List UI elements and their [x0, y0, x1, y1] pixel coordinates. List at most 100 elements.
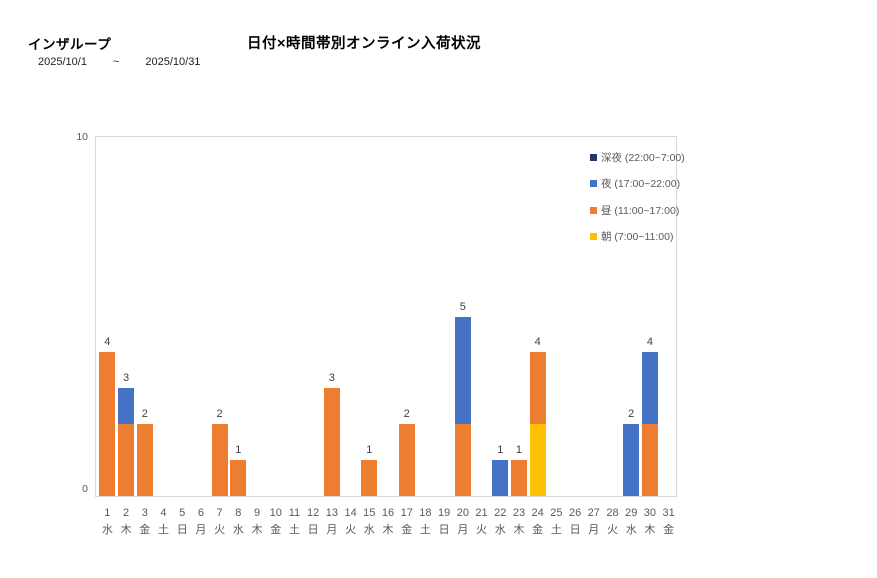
legend-item: 昼 (11:00~17:00)	[590, 203, 750, 217]
x-axis-day-number: 26	[568, 507, 582, 519]
bar-segment	[454, 316, 471, 425]
date-from-value: 2025/10/1	[38, 56, 87, 68]
bar-segment	[118, 388, 135, 425]
x-axis-weekday: 木	[382, 524, 394, 536]
x-axis-label: 27 月	[582, 505, 606, 539]
x-axis-weekday: 土	[419, 524, 431, 536]
x-axis-day-number: 12	[307, 507, 320, 519]
legend-swatch-icon	[590, 233, 597, 240]
bar-value-label: 3	[123, 372, 130, 385]
x-axis-weekday: 水	[625, 524, 637, 536]
x-axis-day-number: 4	[160, 507, 167, 519]
bar-segment	[454, 424, 471, 496]
legend-swatch-icon	[590, 180, 597, 187]
x-axis-day-number: 10	[269, 507, 282, 519]
x-axis-weekday: 日	[176, 524, 188, 536]
x-axis-day-number: 1	[104, 507, 111, 519]
x-axis-weekday: 日	[438, 524, 450, 536]
x-axis-weekday: 土	[157, 524, 169, 536]
x-axis-weekday: 火	[607, 524, 619, 536]
x-axis-label: 28 火	[601, 505, 625, 539]
legend-label: 朝 (7:00~11:00)	[601, 231, 674, 243]
x-axis-weekday: 水	[101, 524, 113, 536]
bar-segment	[510, 460, 527, 496]
bar-segment	[529, 352, 546, 425]
x-axis-day-number: 16	[381, 507, 395, 519]
x-axis-weekday: 火	[345, 524, 357, 536]
y-axis-tick-zero: 0	[82, 483, 88, 495]
x-axis-day-number: 29	[625, 507, 638, 519]
x-axis-label: 12 日	[301, 505, 325, 539]
x-axis-weekday: 木	[120, 524, 132, 536]
bar-value-label: 1	[366, 444, 373, 457]
bar-segment	[323, 388, 340, 496]
x-axis-weekday: 金	[401, 524, 413, 536]
x-axis-weekday: 木	[251, 524, 263, 536]
chart-legend: 深夜 (22:00~7:00) 夜 (17:00~22:00) 昼 (11:00~1…	[590, 150, 750, 256]
bar-value-label: 1	[515, 444, 523, 457]
legend-label: 昼 (11:00~17:00)	[601, 204, 680, 217]
bar-segment	[361, 460, 378, 496]
x-axis-weekday: 木	[513, 524, 525, 536]
x-axis-weekday: 日	[307, 524, 319, 536]
x-axis-weekday: 火	[214, 524, 226, 536]
x-axis-day-number: 13	[325, 507, 338, 519]
x-axis-label: 20 月	[451, 505, 475, 539]
bar-value-label: 2	[216, 408, 223, 421]
legend-label: 夜 (17:00~22:00)	[601, 178, 681, 190]
x-axis-day-number: 24	[531, 507, 544, 519]
x-axis-day-number: 25	[550, 507, 563, 519]
x-axis-day-number: 23	[512, 507, 526, 519]
legend-swatch-icon	[590, 153, 597, 161]
x-axis-day-number: 21	[475, 507, 488, 519]
x-axis-label: 29 水	[619, 505, 643, 539]
y-axis-tick-max: 10	[76, 131, 88, 143]
bar-value-label: 2	[403, 408, 410, 421]
x-axis-day-number: 17	[400, 507, 413, 519]
bar-segment	[492, 460, 509, 496]
x-axis-label: 10 金	[264, 505, 288, 539]
bar-segment	[641, 424, 658, 496]
x-axis-day-number: 11	[288, 507, 301, 519]
x-axis-weekday: 土	[288, 524, 300, 536]
x-axis-label: 23 木	[507, 505, 531, 539]
bar-value-label: 4	[646, 336, 653, 349]
x-axis-day-number: 9	[253, 507, 261, 519]
x-axis-day-number: 5	[179, 507, 186, 519]
x-axis-day-number: 8	[235, 507, 242, 519]
x-axis-label: 11 土	[282, 505, 306, 539]
x-axis-day-number: 22	[494, 507, 507, 519]
x-axis-weekday: 水	[494, 524, 506, 536]
x-axis-day-number: 7	[216, 507, 223, 519]
date-range-separator: ~	[112, 56, 120, 68]
x-axis-label: 25 土	[544, 505, 568, 539]
bar-value-label: 4	[104, 336, 111, 349]
x-axis-label: 22 水	[488, 505, 512, 539]
x-axis-label: 26 日	[563, 505, 587, 539]
bar-segment	[118, 424, 135, 496]
x-axis-label: 30 木	[638, 505, 662, 539]
legend-item: 深夜 (22:00~7:00)	[590, 150, 750, 164]
x-axis-label: 18 土	[413, 505, 437, 539]
date-to-value: 2025/10/31	[145, 56, 201, 68]
x-axis-weekday: 木	[644, 524, 656, 536]
x-axis-day-number: 14	[344, 507, 357, 519]
x-axis-label: 14 火	[339, 505, 363, 539]
brand-title: インザループ	[28, 37, 112, 52]
bar-value-label: 4	[534, 336, 541, 349]
x-axis-weekday: 月	[457, 524, 469, 536]
bar-value-label: 1	[497, 444, 504, 457]
x-axis-weekday: 日	[569, 524, 581, 536]
bar-segment	[623, 424, 640, 496]
x-axis-day-number: 20	[456, 507, 469, 519]
x-axis-weekday: 金	[270, 524, 282, 536]
legend-item: 朝 (7:00~11:00)	[590, 230, 750, 244]
x-axis-day-number: 18	[419, 507, 432, 519]
